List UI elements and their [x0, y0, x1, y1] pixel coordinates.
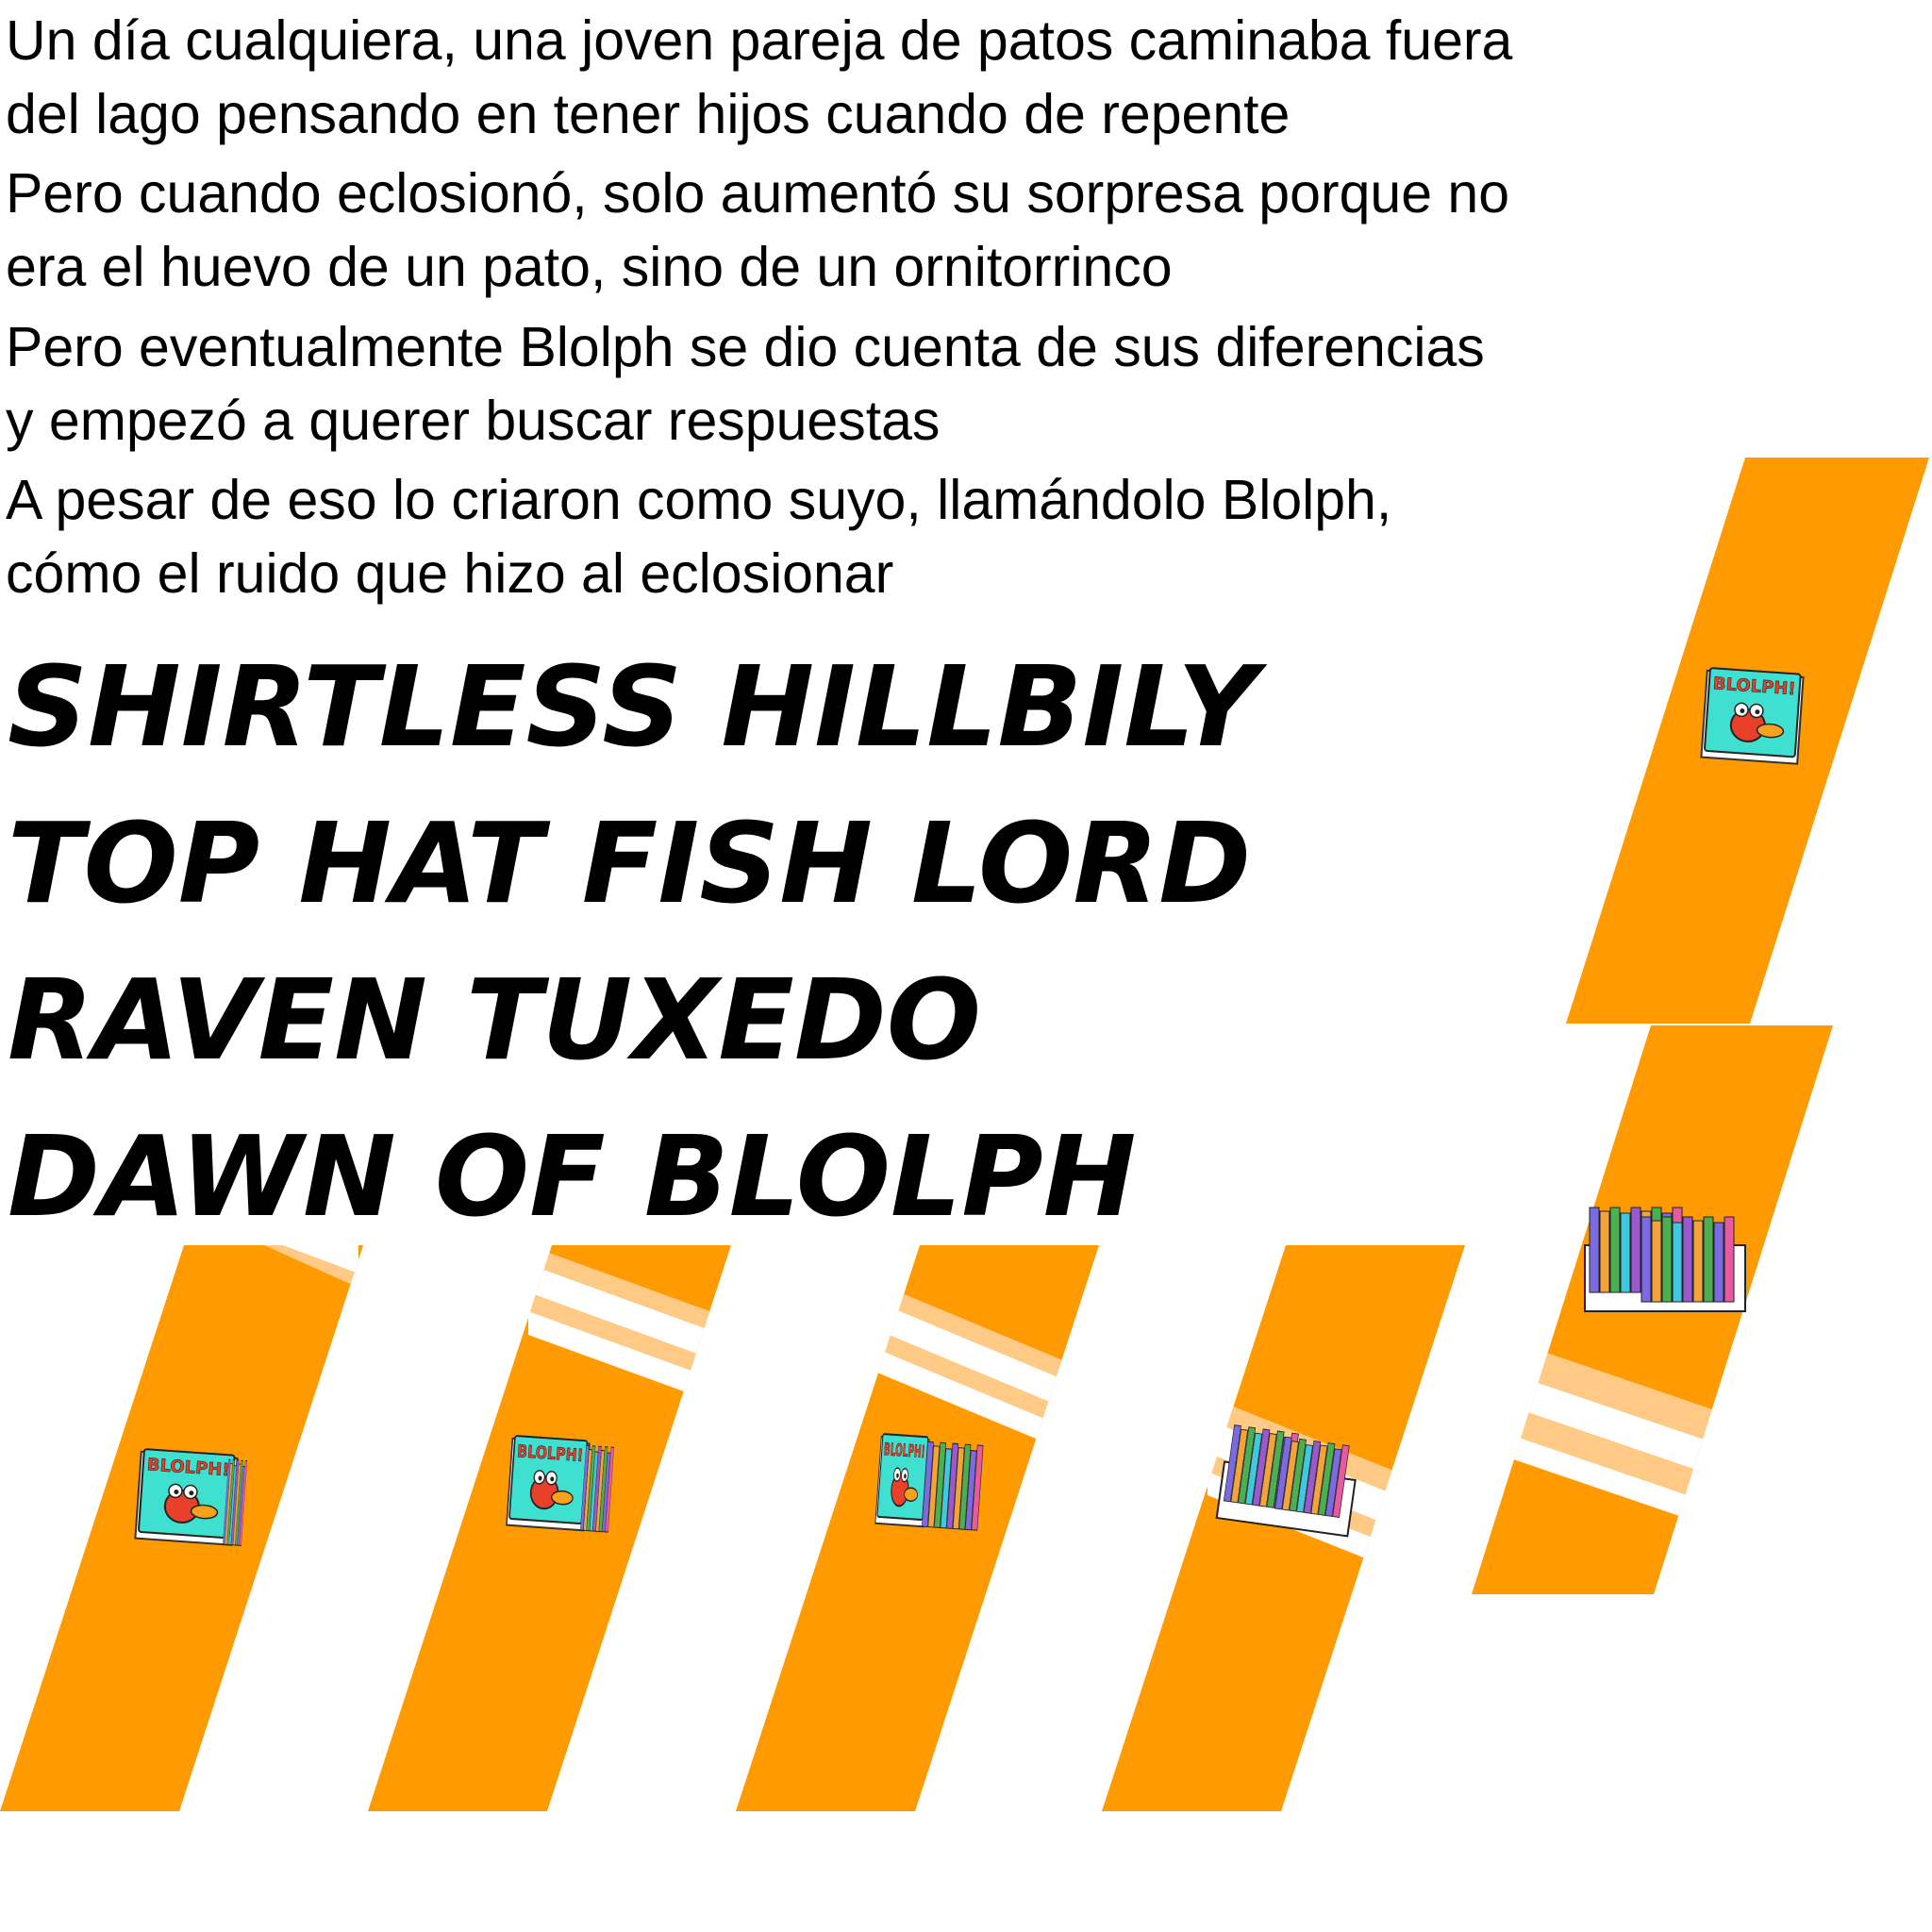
story-line: A pesar de eso lo criaron como suyo, lla…	[6, 469, 1392, 531]
title-raven-tuxedo: RAVEN TUXEDO	[8, 955, 982, 1085]
stripe-white	[528, 1264, 731, 1368]
story-line: y empezó a querer buscar respuestas	[6, 390, 941, 452]
panel-2	[1472, 1025, 1833, 1594]
title-top-hat-fish-lord: TOP HAT FISH LORD	[8, 798, 1252, 928]
panel-1	[1566, 458, 1929, 1024]
stripe-white	[877, 1302, 1099, 1424]
story-line: cómo el ruido que hizo al eclosionar	[6, 542, 894, 605]
book-icon	[134, 1447, 248, 1546]
stripe-light	[528, 1245, 731, 1340]
story-line: Pero cuando eclosionó, solo aumentó su s…	[6, 162, 1510, 225]
story-line: Un día cualquiera, una joven pareja de p…	[6, 9, 1513, 72]
panel-4	[368, 1245, 731, 1811]
stripe-light	[877, 1283, 1099, 1396]
panel-3	[0, 1245, 363, 1811]
book-icon	[874, 1432, 984, 1531]
story-paragraph-3: Pero eventualmente Blolph se dio cuenta …	[6, 310, 1485, 458]
panel-5	[736, 1245, 1099, 1811]
title-list: SHIRTLESS HILLBILY TOP HAT FISH LORD RAV…	[8, 628, 1257, 1255]
story-line: Pero eventualmente Blolph se dio cuenta …	[6, 316, 1485, 378]
panel-6	[1102, 1245, 1465, 1811]
book-icon	[1700, 666, 1805, 765]
panel-shape	[1102, 1245, 1465, 1811]
story-line: era el huevo de un pato, sino de un orni…	[6, 236, 1173, 298]
story-paragraph-4: A pesar de eso lo criaron como suyo, lla…	[6, 463, 1391, 610]
title-dawn-of-blolph: DAWN OF BLOLPH	[8, 1111, 1137, 1241]
story-line: del lago pensando en tener hijos cuando …	[6, 83, 1291, 145]
book-pages-icon	[1215, 1424, 1357, 1538]
story-paragraph-2: Pero cuando eclosionó, solo aumentó su s…	[6, 157, 1509, 304]
stripe-white	[283, 1245, 358, 1274]
stripe-white	[528, 1311, 731, 1410]
stripe-light	[528, 1292, 731, 1387]
story-paragraph-1: Un día cualquiera, una joven pareja de p…	[6, 4, 1512, 151]
book-pages-icon	[1584, 1207, 1746, 1312]
title-shirtless-hillbily: SHIRTLESS HILLBILY	[8, 641, 1258, 772]
